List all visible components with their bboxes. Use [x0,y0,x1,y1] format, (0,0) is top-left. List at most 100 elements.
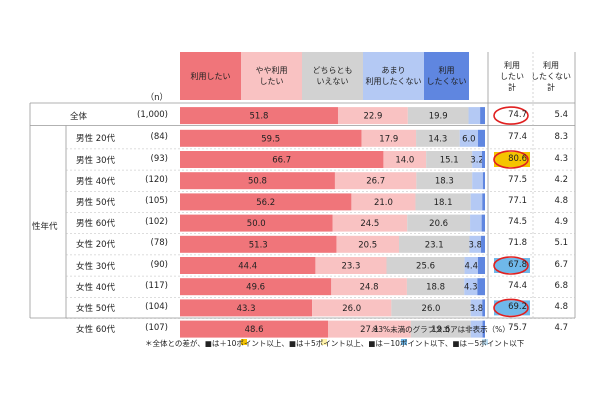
row-label: 女性 40代 [76,282,116,293]
bar-value-label: 56.2 [256,198,275,208]
bar-segment [459,129,478,147]
bar-value-label: 20.5 [358,240,377,250]
bar-value-label: 19.6 [431,325,450,335]
sum-column-header: 利用 したくない 計 [531,61,571,92]
not-use-total: 6.7 [554,259,568,270]
bar-segment [312,299,392,317]
bar-segment [415,193,471,211]
bar-segment [477,257,485,274]
not-use-total: 4.3 [554,153,568,164]
row-n: (117) [145,280,168,291]
bar-segment [410,320,471,338]
bar-segment [416,172,473,190]
row-n: (78) [150,238,168,249]
bar-segment [337,107,408,125]
row-label: 女性 60代 [76,325,116,336]
bar-value-label: 14.3 [428,134,447,144]
bar-segment [180,193,352,211]
legend-item: 利用したい [180,52,241,100]
footnote-swatch [401,339,407,345]
footnote-display: ※3%未満のグラフスコアは非表示（%） [372,325,510,334]
bar-segment [470,320,483,338]
row-label: 男性 50代 [76,197,116,208]
use-total: 80.6 [508,153,527,164]
bar-segment [470,299,483,317]
bar-value-label: 26.7 [366,177,385,187]
bar-segment [407,214,471,232]
not-use-total: 4.8 [554,195,568,206]
group-label: 性年代 [32,222,58,232]
row-label: 全体 [70,111,88,122]
not-use-total: 5.4 [554,109,568,120]
bar-value-label: 24.8 [360,283,379,293]
bar-value-label: 26.0 [422,304,441,314]
bar-segment [398,235,470,253]
row-label: 女性 30代 [76,261,116,272]
bar-value-label: 4.4 [465,262,479,272]
bar-segment [477,129,485,147]
use-total: 71.8 [508,238,527,249]
not-use-total: 4.9 [554,217,568,228]
not-use-total: 8.3 [554,132,568,143]
n-header: （n） [145,93,168,103]
bar-segment [180,172,335,190]
bar-segment [482,172,485,190]
bar-segment [180,107,338,125]
bar-value-label: 19.9 [429,112,448,122]
bar-value-label: 51.8 [250,112,269,122]
use-total: 69.2 [508,301,527,312]
legend-item: どちらとも いえない [302,52,363,100]
bar-segment [331,278,407,296]
bar-value-label: 66.7 [272,156,291,166]
bar-segment [334,172,417,190]
bar-segment [391,299,471,317]
bar-segment [180,320,329,338]
row-label: 女性 50代 [76,303,116,314]
row-n: (102) [145,217,168,228]
bar-segment [482,193,485,211]
row-n: (1,000) [137,109,168,120]
bar-segment [469,235,482,253]
bar-segment [464,257,478,274]
use-total: 74.4 [508,280,527,291]
row-label: 女性 20代 [76,240,116,251]
bar-value-label: 3.8 [470,304,484,314]
bar-value-label: 59.5 [261,134,280,144]
row-label: 男性 20代 [76,134,116,145]
row-label: 男性 40代 [76,176,116,187]
bar-segment [407,107,469,125]
bar-segment [406,278,465,296]
not-use-total: 6.8 [554,280,568,291]
bar-value-label: 20.6 [429,219,448,229]
circle-mark [493,298,529,318]
bar-value-label: 25.6 [416,262,435,272]
bar-value-label: 43.3 [237,304,256,314]
use-total: 67.8 [508,259,527,270]
legend-item: 利用 したくない [424,52,469,100]
row-label: 男性 60代 [76,219,116,230]
row-n: (120) [145,174,168,185]
bar-value-label: 18.8 [426,283,445,293]
bar-value-label: 17.9 [379,134,398,144]
circle-mark [493,150,529,169]
bar-segment [328,320,411,338]
row-n: (84) [150,132,168,143]
legend-item: やや利用 したい [241,52,302,100]
bar-value-label: 26.0 [342,304,361,314]
legend-item: あまり 利用したくない [363,52,424,100]
bar-value-label: 49.6 [246,283,265,293]
row-n: (105) [145,195,168,206]
bar-value-label: 3.2 [470,156,484,166]
bar-segment [472,151,482,168]
footnote-swatch [321,339,327,345]
bar-segment [332,214,408,232]
bar-value-label: 21.0 [374,198,393,208]
bar-segment [426,151,473,168]
use-total: 77.1 [508,195,527,206]
bar-segment [180,214,333,232]
highlight-minus10 [494,258,530,273]
bar-segment [477,278,485,296]
row-n: (104) [145,301,168,312]
bar-value-label: 14.0 [395,156,414,166]
